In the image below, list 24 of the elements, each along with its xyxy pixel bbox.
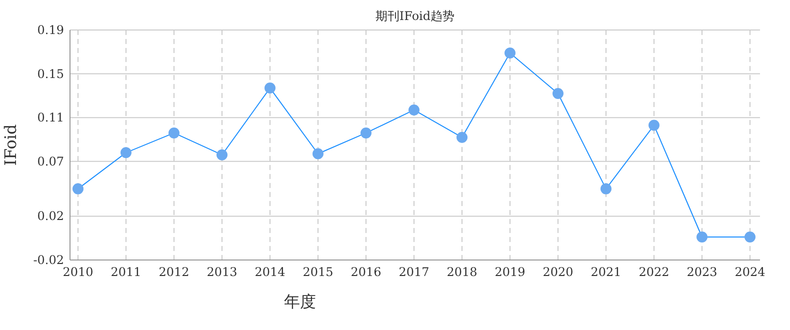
x-tick-label: 2024	[734, 265, 766, 279]
x-tick-label: 2020	[542, 265, 574, 279]
y-tick-label: 0.11	[37, 110, 64, 125]
y-axis-title: IFoid	[1, 124, 20, 166]
y-tick-label: 0.02	[37, 209, 64, 224]
x-tick-label: 2012	[158, 265, 190, 279]
y-tick-label: 0.07	[37, 154, 64, 168]
x-tick-label: 2019	[494, 265, 526, 279]
x-tick-label: 2013	[206, 265, 238, 279]
x-tick-label: 2018	[446, 265, 478, 279]
x-tick-label: 2022	[638, 265, 670, 279]
y-tick-label: 0.15	[37, 66, 64, 81]
y-tick-label: 0.19	[37, 23, 64, 37]
x-tick-label: 2023	[686, 265, 718, 279]
chart-title: 期刊IFoid趋势	[375, 9, 455, 23]
x-tick-label: 2016	[350, 265, 382, 279]
x-tick-label: 2011	[110, 265, 142, 279]
x-axis-title: 年度	[284, 292, 316, 311]
x-tick-label: 2015	[302, 265, 334, 279]
x-tick-label: 2014	[254, 265, 286, 279]
y-tick-label: -0.02	[33, 253, 64, 267]
x-tick-label: 2017	[398, 265, 430, 279]
x-tick-label: 2021	[590, 265, 622, 279]
x-tick-label: 2010	[62, 265, 94, 279]
